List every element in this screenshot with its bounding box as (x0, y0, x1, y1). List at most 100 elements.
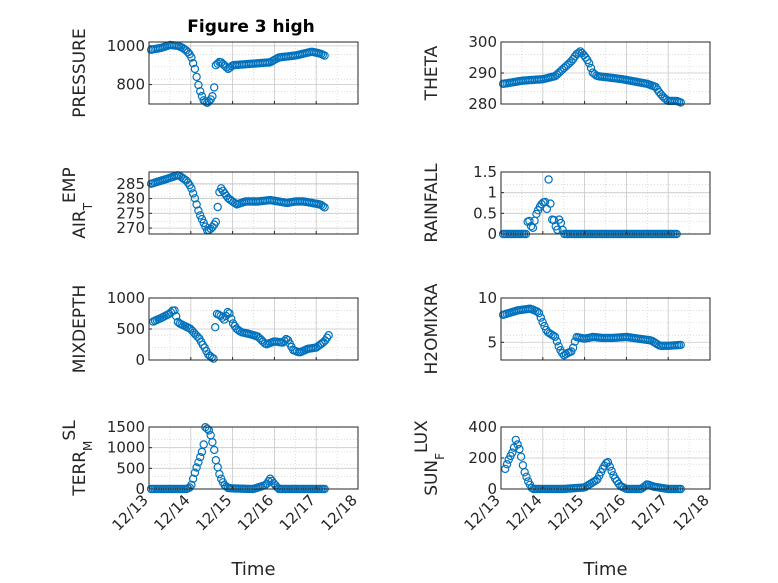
chart-panel-5: 0 500 1000 MIXDEPTH (70, 285, 359, 374)
y-axis-label-main: MIXDEPTH (70, 285, 90, 374)
data-series (146, 423, 329, 494)
y-axis-label-rest: EMP (60, 167, 80, 203)
y-axis-label-subscript: M (81, 441, 95, 451)
y-axis-label: PRESSURE (70, 28, 90, 117)
y-tick-label: 270 (116, 219, 145, 237)
data-point (530, 216, 539, 225)
data-point (223, 307, 232, 317)
data-point (188, 189, 198, 198)
data-point (197, 214, 207, 224)
data-point (190, 194, 200, 203)
y-tick-label: 285 (116, 175, 145, 193)
data-point (197, 447, 207, 457)
y-tick-label: 280 (116, 190, 145, 208)
y-tick-label: 1000 (107, 289, 145, 307)
data-point (585, 59, 594, 68)
data-point (211, 456, 221, 465)
y-axis-label: TERRMSL (60, 420, 95, 497)
x-axis-label: Time (582, 559, 627, 580)
x-tick-label: 12/15 (192, 491, 235, 534)
y-tick-label: 1000 (107, 439, 145, 457)
axes-box (500, 171, 711, 235)
data-point (574, 48, 583, 58)
data-point (225, 309, 234, 318)
data-point (187, 184, 196, 193)
data-series (146, 40, 329, 108)
data-point (546, 199, 555, 208)
x-tick-label: 12/13 (461, 491, 504, 534)
data-point (520, 468, 529, 477)
y-axis-label-rest: SL (60, 420, 80, 441)
data-point (170, 306, 179, 315)
y-axis-label-main: H2OMIXRA (422, 283, 442, 374)
data-point (508, 448, 517, 457)
chart-panel-2: 280 290 300 THETA (422, 33, 711, 113)
y-tick-label: 200 (468, 449, 497, 467)
y-axis-label: MIXDEPTH (70, 285, 90, 374)
data-point (209, 354, 218, 363)
y-tick-label: 0 (487, 480, 497, 498)
data-point (194, 458, 203, 467)
data-point (215, 469, 224, 479)
y-tick-label: 1500 (107, 418, 145, 436)
y-tick-label: 1 (487, 184, 497, 202)
data-point (210, 323, 220, 332)
data-point (513, 440, 522, 449)
x-tick-label: 12/17 (628, 491, 671, 534)
x-tick-label: 12/17 (276, 491, 319, 534)
data-point (208, 91, 217, 101)
data-point (208, 438, 217, 447)
axes-box (500, 297, 711, 361)
x-tick-label: 12/15 (544, 491, 587, 534)
x-tick-label: 12/14 (502, 491, 545, 534)
data-point (568, 343, 578, 352)
y-axis-label-rest: LUX (412, 420, 432, 453)
data-point (676, 98, 685, 107)
y-axis-label-subscript: T (81, 202, 95, 211)
data-point (202, 424, 212, 433)
y-tick-label: 5 (487, 333, 497, 351)
y-tick-label: 1000 (107, 37, 145, 55)
data-point (195, 87, 205, 96)
data-series (501, 435, 685, 494)
data-point (199, 440, 208, 449)
data-point (280, 336, 289, 346)
data-point (511, 435, 521, 445)
data-point (534, 308, 544, 318)
data-point (190, 468, 200, 477)
chart-panel-7: 0 500 1000 1500 12/1312/1412/1512/1612/1712/… (60, 418, 361, 580)
chart-panel-4: 0 0.5 1 1.5 RAINFALL (422, 163, 711, 243)
data-point (201, 97, 210, 106)
y-tick-label: 0 (135, 351, 145, 369)
y-axis-label-main: AIR (70, 210, 90, 239)
data-point (188, 59, 198, 68)
data-point (213, 202, 222, 212)
y-tick-label: 1.5 (473, 163, 497, 181)
data-point (550, 332, 560, 341)
data-point (209, 445, 219, 455)
data-point (171, 312, 181, 321)
data-point (318, 201, 327, 211)
x-tick-label: 12/13 (109, 491, 152, 534)
y-tick-label: 300 (468, 33, 497, 51)
data-point (192, 463, 201, 472)
data-point (209, 83, 219, 92)
data-point (192, 72, 201, 82)
y-tick-label: 400 (468, 418, 497, 436)
data-point (538, 318, 547, 327)
data-point (194, 206, 203, 215)
y-tick-label: 10 (478, 289, 497, 307)
y-axis-label-main: TERR (70, 451, 90, 497)
y-axis-label-main: RAINFALL (422, 163, 442, 243)
data-point (522, 472, 531, 481)
data-point (533, 307, 542, 316)
data-point (553, 225, 562, 234)
data-point (211, 217, 221, 226)
y-axis-label: SUNFLUX (412, 420, 447, 496)
y-tick-label: 290 (468, 64, 497, 82)
data-point (502, 460, 512, 469)
data-point (192, 200, 201, 209)
data-point (540, 321, 549, 331)
